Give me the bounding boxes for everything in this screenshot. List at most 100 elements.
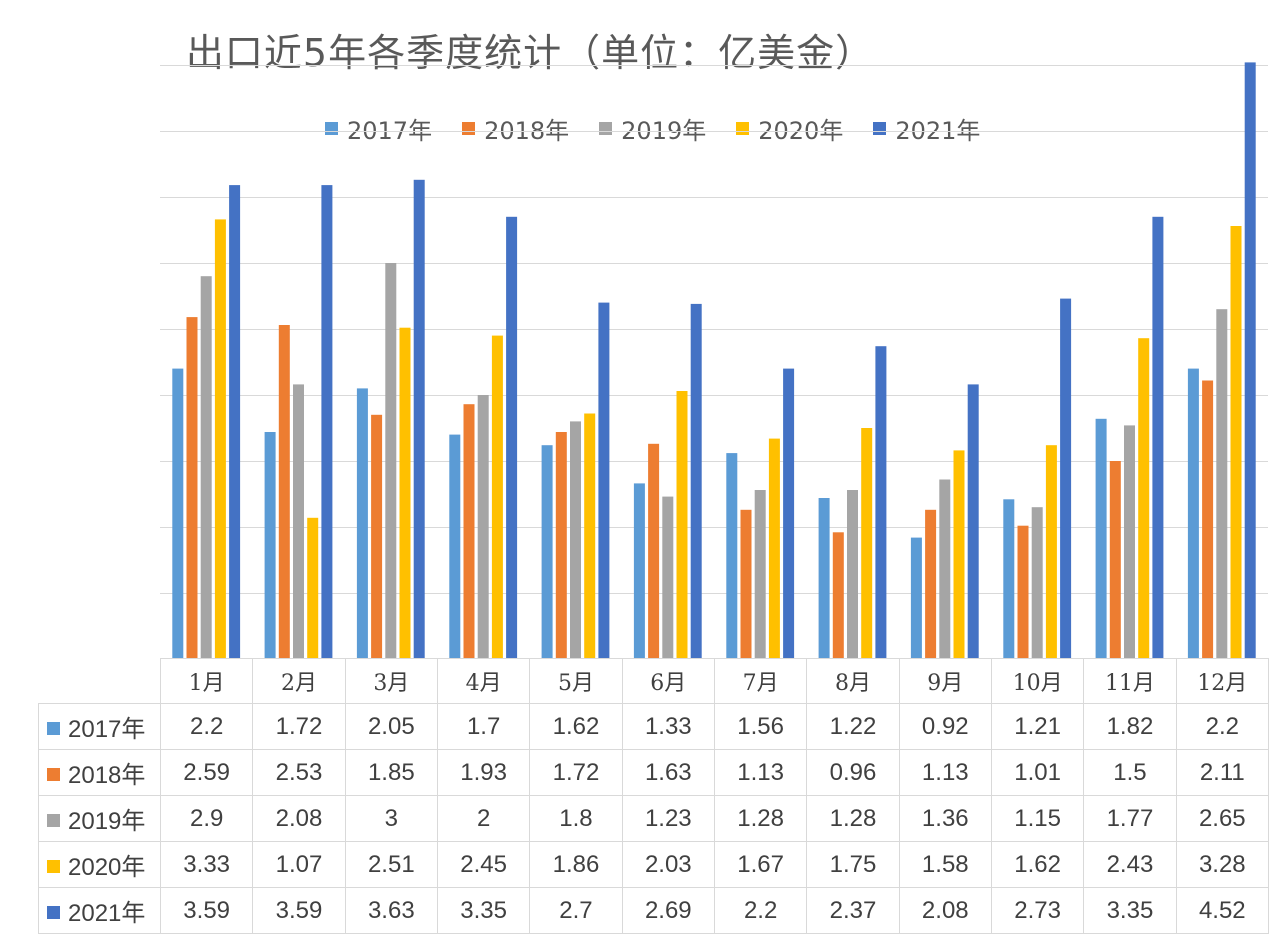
data-label: 1.28 — [713, 795, 808, 842]
bar-2020年-3月 — [399, 327, 411, 659]
legend-item: 2018年 — [462, 111, 569, 146]
data-label: 2.37 — [806, 887, 900, 934]
bar-2018年-3月 — [371, 414, 383, 659]
series-swatch — [47, 906, 60, 919]
bar-2021年-2月 — [321, 185, 333, 659]
bar-2021年-3月 — [413, 179, 425, 660]
category-label: 3月 — [344, 658, 438, 704]
bar-2018年-1月 — [186, 317, 198, 659]
bar-2017年-10月 — [1003, 499, 1015, 659]
data-label: 2.2 — [1175, 703, 1270, 750]
bar-2019年-6月 — [662, 496, 674, 659]
bar-2018年-8月 — [832, 532, 844, 659]
bar-2019年-7月 — [754, 490, 766, 659]
data-label: 1.36 — [898, 795, 992, 842]
bar-2021年-5月 — [598, 302, 610, 659]
bar-2018年-6月 — [648, 443, 660, 659]
bar-2020年-9月 — [953, 450, 965, 659]
data-label: 1.22 — [806, 703, 900, 750]
data-label: 0.96 — [806, 749, 900, 796]
data-label: 4.52 — [1175, 887, 1270, 934]
series-swatch — [47, 768, 60, 781]
bar-2018年-12月 — [1202, 380, 1214, 659]
data-label: 1.63 — [621, 749, 715, 796]
data-label: 2.08 — [898, 887, 992, 934]
series-name: 2021年 — [68, 900, 146, 927]
data-label: 2.45 — [436, 841, 531, 888]
data-label: 3.59 — [252, 887, 346, 934]
bar-2019年-1月 — [200, 276, 212, 659]
table-row: 2018年 2.59 2.53 1.85 1.93 1.72 1.63 1.13 0.96 1.1… — [38, 749, 1270, 796]
bar-2019年-5月 — [570, 421, 581, 659]
bar-2020年-11月 — [1138, 338, 1150, 659]
data-label: 2.05 — [344, 703, 438, 750]
data-label: 1.5 — [1083, 749, 1177, 796]
category-label: 4月 — [436, 658, 531, 704]
data-label: 2.03 — [621, 841, 715, 888]
bar-2017年-3月 — [356, 388, 368, 659]
data-label: 1.28 — [806, 795, 900, 842]
series-swatch — [47, 814, 60, 827]
data-label: 0.92 — [898, 703, 992, 750]
bar-2020年-8月 — [861, 428, 873, 659]
bar-2021年-4月 — [506, 216, 518, 660]
data-label: 1.72 — [252, 703, 346, 750]
data-label: 1.77 — [1083, 795, 1177, 842]
bar-2020年-7月 — [768, 438, 780, 659]
category-label: 6月 — [621, 658, 715, 704]
data-label: 2.2 — [159, 703, 254, 750]
category-label: 10月 — [990, 658, 1085, 704]
bar-2021年-10月 — [1060, 298, 1072, 659]
data-label: 3.28 — [1175, 841, 1270, 888]
series-swatch — [47, 860, 60, 873]
table-row: 2020年 3.33 1.07 2.51 2.45 1.86 2.03 1.67 1.75 1.5… — [38, 841, 1270, 888]
data-label: 1.58 — [898, 841, 992, 888]
series-name: 2018年 — [68, 762, 146, 789]
data-label: 1.86 — [529, 841, 623, 888]
data-label: 2.9 — [159, 795, 254, 842]
bar-2019年-9月 — [939, 479, 951, 659]
category-label: 9月 — [898, 658, 992, 704]
bar-2018年-2月 — [278, 325, 290, 659]
data-label: 2.51 — [344, 841, 438, 888]
data-label: 1.13 — [713, 749, 808, 796]
bar-2018年-5月 — [555, 432, 567, 659]
bar-2019年-2月 — [293, 384, 304, 659]
data-label: 1.62 — [529, 703, 623, 750]
bar-2019年-8月 — [847, 490, 858, 659]
legend-label: 2018年 — [484, 116, 570, 145]
data-label: 1.07 — [252, 841, 346, 888]
bar-2017年-11月 — [1095, 418, 1107, 659]
bar-2021年-11月 — [1152, 216, 1164, 660]
data-label: 2.69 — [621, 887, 715, 934]
bar-2021年-7月 — [783, 368, 795, 659]
chart-title: 出口近5年各季度统计（单位：亿美金） — [185, 31, 875, 75]
bar-2020年-4月 — [491, 335, 503, 659]
data-label: 3.59 — [159, 887, 254, 934]
category-label: 7月 — [713, 658, 808, 704]
series-label: 2021年 — [38, 887, 161, 934]
data-label: 2.65 — [1175, 795, 1270, 842]
table-corner — [38, 658, 161, 704]
gridlines — [160, 65, 1268, 594]
series-name: 2020年 — [68, 854, 146, 881]
bar-2021年-9月 — [967, 384, 979, 659]
bar-2017年-5月 — [541, 445, 553, 659]
data-label: 1.15 — [990, 795, 1085, 842]
data-label: 2.08 — [252, 795, 346, 842]
bar-2020年-1月 — [214, 219, 226, 659]
bar-2020年-5月 — [584, 413, 596, 659]
bar-2020年-2月 — [307, 517, 319, 659]
data-label: 2 — [436, 795, 531, 842]
data-label: 1.93 — [436, 749, 531, 796]
bar-2018年-9月 — [925, 509, 937, 659]
series-name: 2019年 — [68, 808, 146, 835]
data-label: 1.23 — [621, 795, 715, 842]
bar-2021年-8月 — [875, 346, 887, 659]
data-label: 1.8 — [529, 795, 623, 842]
bar-2018年-11月 — [1109, 461, 1121, 659]
bar-2017年-2月 — [264, 432, 276, 659]
series-label: 2019年 — [38, 795, 161, 842]
data-label: 2.7 — [529, 887, 623, 934]
